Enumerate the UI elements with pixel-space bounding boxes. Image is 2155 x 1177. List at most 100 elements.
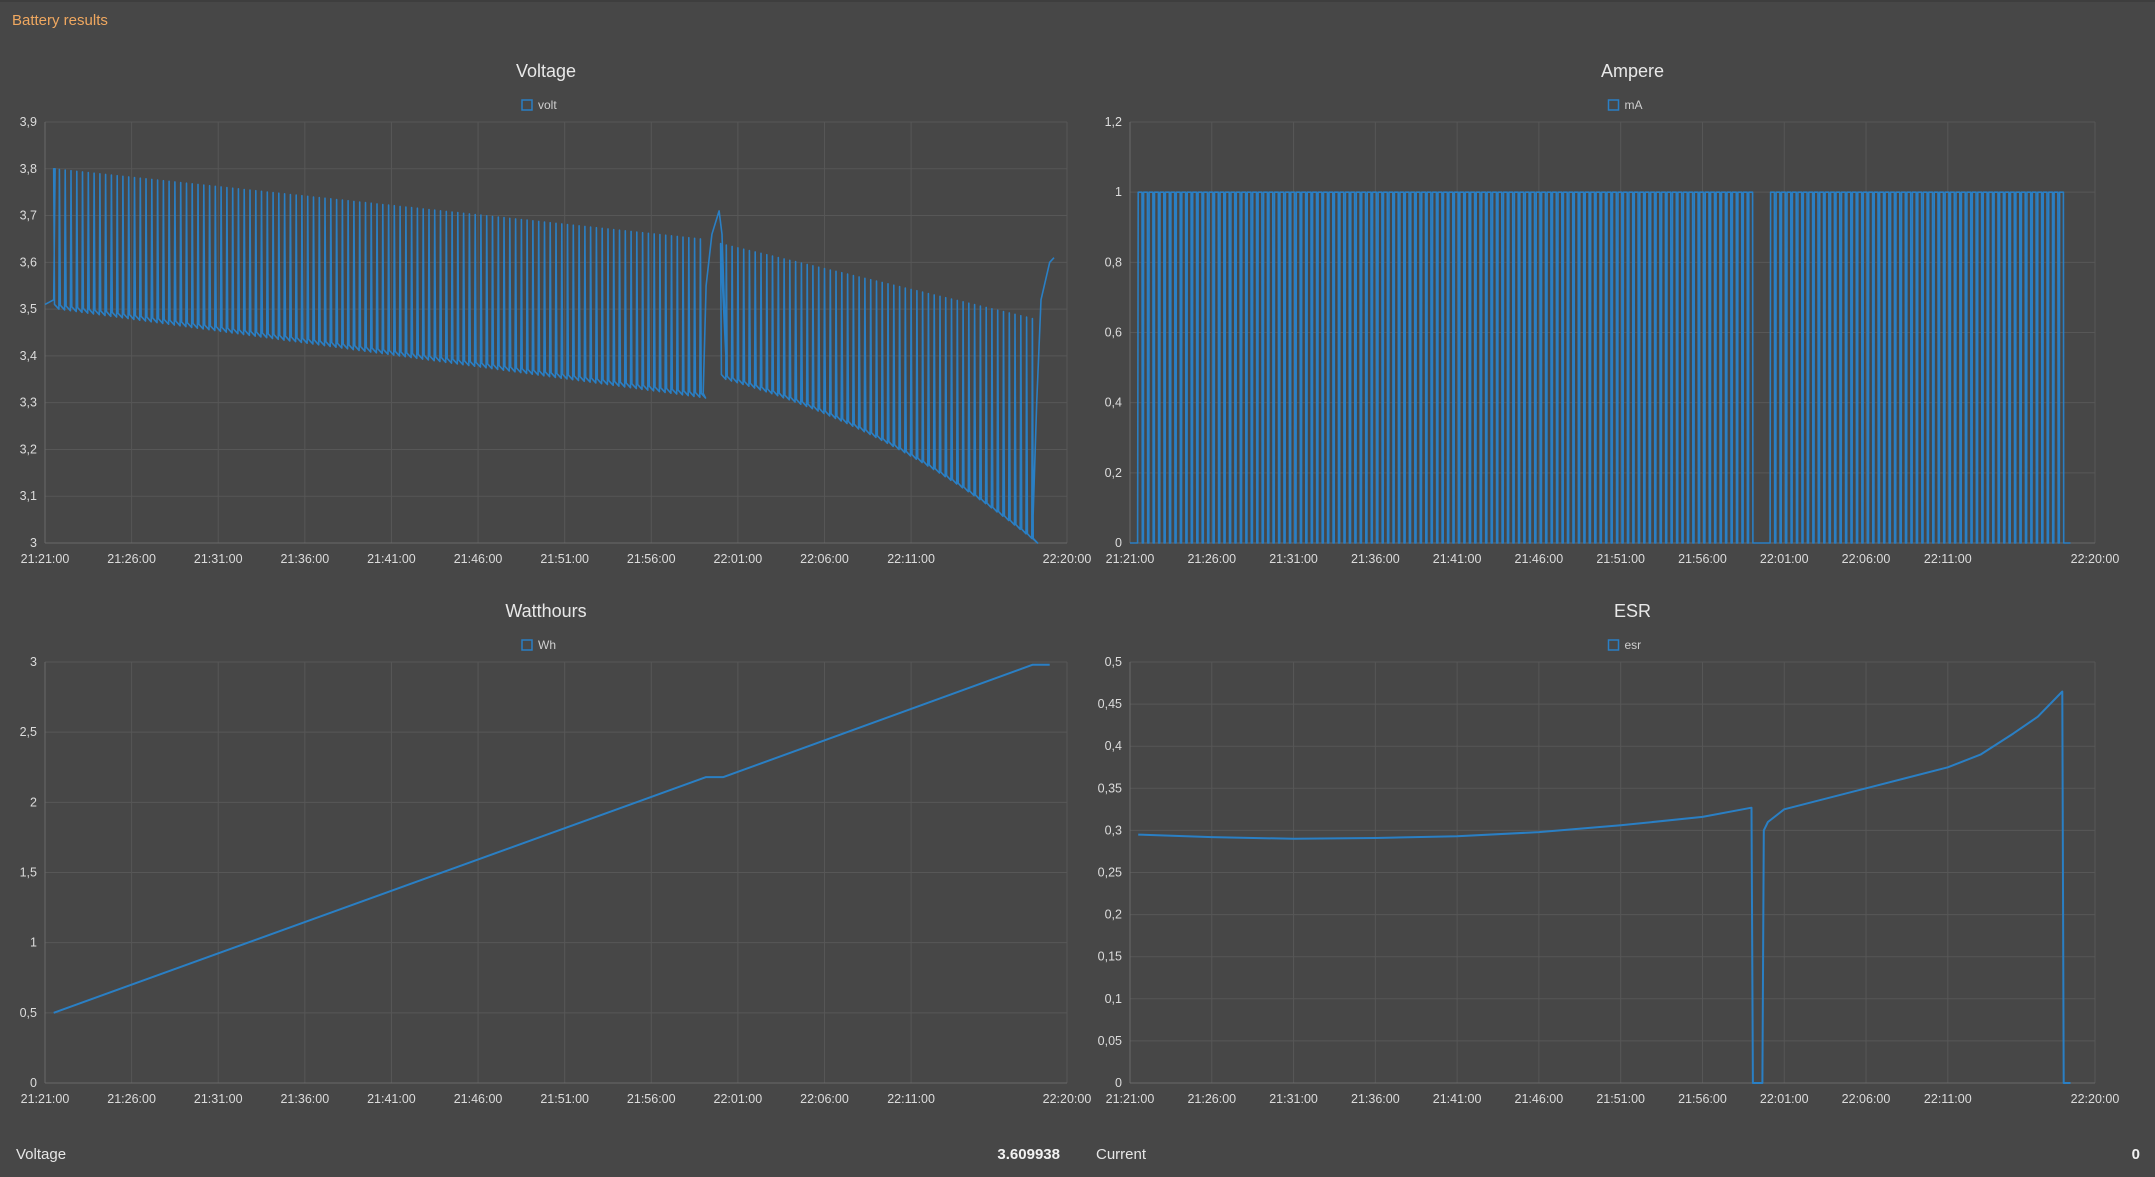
- voltage-y-tick-label: 3,7: [20, 209, 37, 223]
- page-title: Battery results: [12, 12, 108, 29]
- voltage-x-tick-label: 21:26:00: [107, 552, 156, 566]
- ampere-chart-title: Ampere: [1601, 61, 1664, 81]
- watthours-x-tick-label: 21:21:00: [21, 1092, 70, 1106]
- watthours-chart-svg: Watthours Wh 0 0,5 1 1,5 2 2,5 3 21:21:00 21:26:00…: [20, 601, 1092, 1106]
- esr-y-tick-label: 0,05: [1098, 1034, 1122, 1048]
- esr-chart-title: ESR: [1614, 601, 1651, 621]
- voltage-series-line[interactable]: [44, 168, 1055, 544]
- esr-x-tick-label: 21:36:00: [1351, 1092, 1400, 1106]
- voltage-x-tick-label: 22:01:00: [714, 552, 763, 566]
- watthours-y-tick-label: 1,5: [20, 866, 37, 880]
- voltage-y-tick-label: 3: [30, 536, 37, 550]
- ampere-y-tick-label: 0,4: [1105, 396, 1122, 410]
- esr-y-tick-label: 0,5: [1105, 655, 1122, 669]
- voltage-label: Voltage: [16, 1146, 67, 1163]
- ampere-legend-swatch[interactable]: [1607, 99, 1620, 111]
- watthours-x-tick-label: 22:20:00: [1043, 1092, 1092, 1106]
- ampere-x-tick-label: 21:36:00: [1351, 552, 1400, 566]
- voltage-x-tick-label: 21:31:00: [194, 552, 243, 566]
- watthours-x-tick-label: 21:51:00: [540, 1092, 589, 1106]
- voltage-x-tick-label: 21:51:00: [540, 552, 589, 566]
- esr-legend-swatch[interactable]: [1607, 639, 1620, 651]
- esr-x-tick-label: 21:56:00: [1678, 1092, 1727, 1106]
- esr-x-tick-label: 21:46:00: [1515, 1092, 1564, 1106]
- watthours-y-tick-label: 0: [30, 1076, 37, 1090]
- voltage-chart-title: Voltage: [516, 61, 576, 81]
- watthours-y-tick-label: 0,5: [20, 1006, 37, 1020]
- top-border: [0, 0, 2155, 2]
- voltage-x-tick-label: 22:11:00: [887, 552, 935, 566]
- ampere-x-tick-label: 21:56:00: [1678, 552, 1727, 566]
- watthours-series-line[interactable]: [53, 663, 1050, 1014]
- ampere-x-tick-label: 22:06:00: [1842, 552, 1891, 566]
- esr-y-tick-label: 0,35: [1098, 781, 1122, 795]
- esr-legend-label[interactable]: esr: [1625, 638, 1642, 652]
- watthours-x-tick-label: 21:36:00: [280, 1092, 329, 1106]
- ampere-y-tick-label: 0,6: [1105, 326, 1122, 340]
- watthours-x-tick-label: 21:41:00: [367, 1092, 416, 1106]
- esr-x-tick-label: 22:01:00: [1760, 1092, 1809, 1106]
- voltage-y-tick-label: 3,9: [20, 115, 37, 129]
- watthours-x-tick-label: 22:11:00: [887, 1092, 935, 1106]
- ampere-y-tick-label: 1,2: [1105, 115, 1122, 129]
- watthours-x-tick-label: 21:46:00: [454, 1092, 503, 1106]
- voltage-legend[interactable]: volt: [521, 98, 557, 112]
- voltage-y-tick-label: 3,4: [20, 349, 37, 363]
- watthours-y-tick-label: 2: [30, 795, 37, 809]
- voltage-x-tick-label: 21:36:00: [280, 552, 329, 566]
- watthours-legend-swatch[interactable]: [521, 639, 533, 651]
- watthours-x-tick-label: 21:56:00: [627, 1092, 676, 1106]
- ampere-x-tick-label: 22:11:00: [1924, 552, 1972, 566]
- ampere-x-tick-label: 21:46:00: [1515, 552, 1564, 566]
- watthours-x-tick-label: 22:06:00: [800, 1092, 849, 1106]
- esr-y-tick-label: 0,15: [1098, 950, 1122, 964]
- esr-x-tick-label: 21:21:00: [1106, 1092, 1155, 1106]
- voltage-y-tick-label: 3,8: [20, 162, 37, 176]
- esr-x-tick-label: 22:06:00: [1842, 1092, 1891, 1106]
- voltage-x-tick-label: 21:56:00: [627, 552, 676, 566]
- esr-x-tick-label: 22:20:00: [2071, 1092, 2120, 1106]
- watthours-legend-label[interactable]: Wh: [538, 638, 556, 652]
- voltage-legend-label[interactable]: volt: [538, 98, 557, 112]
- esr-chart-panel: ESR esr 0 0,05 0,1 0,15 0,2 0,25 0,3 0,35 0,4 0,45 0…: [1078, 590, 2155, 1115]
- esr-y-tick-label: 0,45: [1098, 697, 1122, 711]
- ampere-x-tick-label: 22:01:00: [1760, 552, 1809, 566]
- ampere-y-tick-label: 0,2: [1105, 466, 1122, 480]
- voltage-chart-panel: Voltage volt 3 3,1 3,2 3,3 3,4 3,5 3,6 3,7 3,8 3,9 2…: [0, 50, 1092, 575]
- ampere-chart-svg: Ampere mA 0 0,2 0,4 0,6 0,8 1 1,2 21:21:00 21:26:0…: [1105, 61, 2120, 566]
- voltage-x-tick-label: 21:46:00: [454, 552, 503, 566]
- voltage-x-tick-label: 21:41:00: [367, 552, 416, 566]
- esr-y-tick-label: 0,3: [1105, 823, 1122, 837]
- ampere-y-tick-label: 0,8: [1105, 255, 1122, 269]
- voltage-x-tick-label: 21:21:00: [21, 552, 70, 566]
- voltage-value: 3.609938: [997, 1146, 1060, 1163]
- ampere-x-tick-label: 22:20:00: [2071, 552, 2120, 566]
- watthours-y-tick-label: 3: [30, 655, 37, 669]
- ampere-legend[interactable]: mA: [1607, 98, 1643, 112]
- voltage-chart-svg: Voltage volt 3 3,1 3,2 3,3 3,4 3,5 3,6 3,7 3,8 3,9 2…: [20, 61, 1092, 566]
- esr-y-tick-label: 0: [1115, 1076, 1122, 1090]
- ampere-y-tick-label: 1: [1115, 185, 1122, 199]
- esr-x-tick-label: 21:26:00: [1187, 1092, 1236, 1106]
- watthours-x-tick-label: 21:26:00: [107, 1092, 156, 1106]
- ampere-series-line[interactable]: [1130, 191, 2071, 544]
- ampere-legend-label[interactable]: mA: [1625, 98, 1643, 112]
- watthours-x-tick-label: 22:01:00: [714, 1092, 763, 1106]
- esr-legend[interactable]: esr: [1607, 638, 1642, 652]
- esr-x-tick-label: 22:11:00: [1924, 1092, 1972, 1106]
- esr-y-tick-label: 0,2: [1105, 908, 1122, 922]
- esr-series-line[interactable]: [1138, 690, 2071, 1084]
- voltage-y-tick-label: 3,6: [20, 255, 37, 269]
- voltage-y-tick-label: 3,1: [20, 489, 37, 503]
- watthours-y-tick-label: 2,5: [20, 725, 37, 739]
- voltage-legend-swatch[interactable]: [521, 99, 533, 111]
- esr-y-tick-label: 0,25: [1098, 866, 1122, 880]
- esr-chart-svg: ESR esr 0 0,05 0,1 0,15 0,2 0,25 0,3 0,35 0,4 0,45 0…: [1098, 601, 2120, 1106]
- ampere-x-tick-label: 21:26:00: [1187, 552, 1236, 566]
- ampere-x-tick-label: 21:51:00: [1596, 552, 1645, 566]
- esr-y-tick-label: 0,1: [1105, 992, 1122, 1006]
- watthours-legend[interactable]: Wh: [521, 638, 556, 652]
- watthours-y-tick-label: 1: [30, 936, 37, 950]
- esr-x-tick-label: 21:51:00: [1596, 1092, 1645, 1106]
- current-label: Current: [1096, 1146, 1147, 1163]
